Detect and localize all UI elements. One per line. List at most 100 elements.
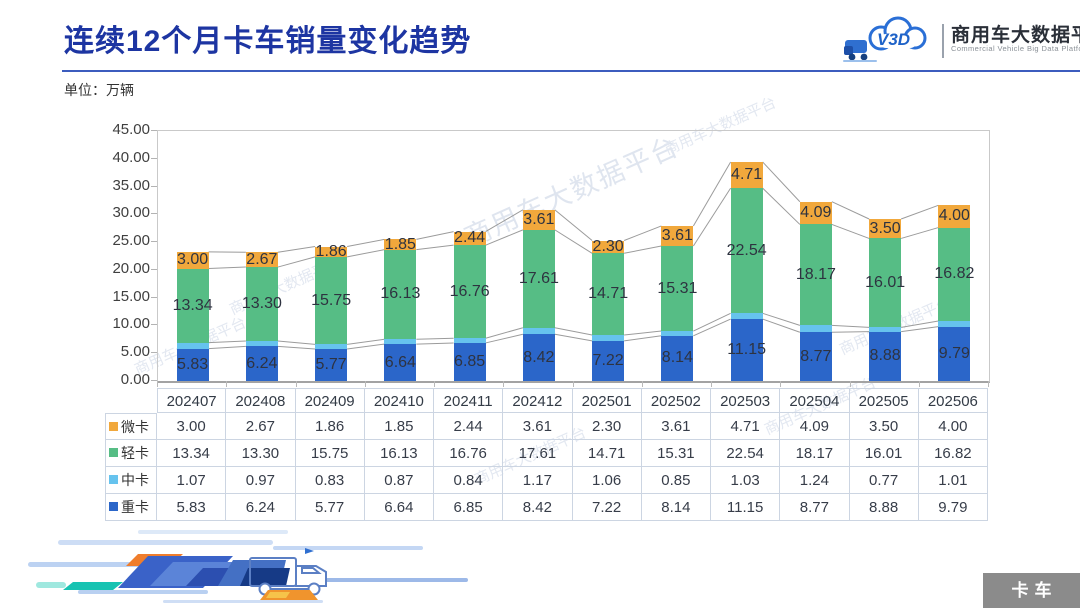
value-cell: 2.44 — [434, 413, 504, 440]
bar-value-label: 3.61 — [523, 210, 555, 228]
bar-segment-重卡 — [384, 344, 417, 381]
series-line — [762, 318, 801, 333]
bar-segment-重卡 — [315, 348, 348, 381]
value-cell: 3.50 — [849, 413, 919, 440]
x-axis-tick — [295, 381, 297, 387]
bar-segment-微卡 — [730, 161, 763, 189]
bar-segment-轻卡 — [938, 227, 971, 321]
value-cell: 5.77 — [295, 494, 365, 521]
page-title: 连续12个月卡车销量变化趋势 — [64, 25, 472, 58]
y-axis-tick — [151, 352, 157, 354]
value-cell: 6.85 — [434, 494, 504, 521]
x-axis-tick — [364, 381, 366, 387]
brand-logo: V3D 商用车大数据平台 Commercial Vehicle Big Data… — [843, 14, 1080, 66]
bar-value-label: 6.85 — [454, 352, 486, 370]
bar-value-label: 16.82 — [934, 265, 975, 283]
value-cell: 0.77 — [849, 467, 919, 494]
value-cell: 8.14 — [641, 494, 711, 521]
y-axis-tick — [151, 213, 157, 215]
bar-segment-微卡 — [176, 251, 209, 269]
bar-segment-轻卡 — [730, 188, 763, 314]
bar-segment-中卡 — [592, 335, 625, 341]
series-line — [347, 343, 385, 350]
bar-value-label: 9.79 — [938, 344, 970, 362]
x-axis-tick — [849, 381, 851, 387]
bar-value-label: 2.44 — [454, 229, 486, 247]
bar-segment-微卡 — [592, 240, 625, 254]
brand-name-zh: 商用车大数据平台 — [951, 25, 1080, 46]
bar-segment-轻卡 — [315, 256, 348, 345]
bar-segment-中卡 — [869, 327, 902, 332]
bar-value-label: 18.17 — [795, 265, 836, 283]
bar-segment-重卡 — [176, 348, 209, 381]
series-line — [347, 338, 385, 345]
value-cell: 2.67 — [226, 413, 296, 440]
value-cell: 5.83 — [157, 494, 227, 521]
bar-value-label: 6.24 — [246, 354, 278, 372]
bar-segment-重卡 — [522, 334, 555, 381]
bar-segment-轻卡 — [799, 224, 832, 326]
value-cell: 22.54 — [711, 440, 781, 467]
value-cell: 16.82 — [918, 440, 988, 467]
bar-value-label: 5.77 — [315, 355, 347, 373]
bar-value-label: 4.71 — [731, 166, 763, 184]
y-axis-tick — [151, 268, 157, 270]
value-cell: 16.13 — [364, 440, 434, 467]
series-line — [554, 327, 593, 336]
bar-value-label: 8.14 — [661, 349, 693, 367]
bar-segment-中卡 — [453, 338, 486, 343]
bar-segment-微卡 — [384, 239, 417, 250]
month-header-cell: 202505 — [849, 388, 919, 413]
value-cell: 4.00 — [918, 413, 988, 440]
svg-text:V3D: V3D — [877, 30, 910, 49]
value-cell: 13.34 — [157, 440, 227, 467]
value-cell: 9.79 — [918, 494, 988, 521]
brand-name-en: Commercial Vehicle Big Data Platform — [951, 44, 1080, 53]
y-axis-tick — [151, 130, 157, 131]
bar-segment-轻卡 — [384, 249, 417, 340]
y-axis-tick — [151, 185, 157, 187]
bar-segment-中卡 — [384, 339, 417, 345]
y-axis-label: 40.00 — [112, 148, 150, 166]
bar-value-label: 16.01 — [865, 273, 906, 291]
bar-value-label: 6.64 — [384, 353, 416, 371]
value-cell: 1.85 — [364, 413, 434, 440]
bar-segment-重卡 — [869, 331, 902, 381]
series-legend-cell: 重卡 — [105, 494, 157, 521]
bar-segment-中卡 — [938, 321, 971, 327]
value-cell: 2.30 — [572, 413, 642, 440]
month-header-cell: 202504 — [780, 388, 850, 413]
month-header-cell: 202409 — [295, 388, 365, 413]
series-line — [208, 340, 246, 344]
series-line — [485, 327, 524, 339]
value-cell: 17.61 — [503, 440, 573, 467]
bar-segment-微卡 — [245, 252, 278, 268]
month-header-cell: 202503 — [711, 388, 781, 413]
x-axis-tick — [918, 381, 920, 387]
value-cell: 18.17 — [780, 440, 850, 467]
bar-segment-重卡 — [730, 319, 763, 381]
value-cell: 1.86 — [295, 413, 365, 440]
bar-segment-中卡 — [799, 325, 832, 333]
value-cell: 3.61 — [641, 413, 711, 440]
bar-segment-重卡 — [592, 340, 625, 381]
bar-value-label: 3.00 — [177, 251, 209, 269]
x-axis-tick — [988, 381, 989, 387]
series-name-label: 微卡 — [121, 419, 149, 435]
bar-segment-重卡 — [938, 326, 971, 381]
bar-value-label: 8.77 — [800, 347, 832, 365]
cvbd-truck-cloud-icon: V3D — [843, 16, 927, 62]
y-axis-tick — [151, 241, 157, 243]
y-axis-label: 15.00 — [112, 287, 150, 305]
y-axis-label: 25.00 — [112, 232, 150, 250]
series-legend-cell: 轻卡 — [105, 440, 157, 467]
value-cell: 8.88 — [849, 494, 919, 521]
bar-value-label: 4.00 — [938, 207, 970, 225]
bar-value-label: 13.30 — [241, 295, 282, 312]
series-name-label: 重卡 — [121, 499, 149, 515]
value-cell: 0.85 — [641, 467, 711, 494]
value-cell: 15.75 — [295, 440, 365, 467]
x-axis-tick — [503, 381, 505, 387]
bar-segment-轻卡 — [245, 267, 278, 341]
month-header-cell: 202506 — [918, 388, 988, 413]
